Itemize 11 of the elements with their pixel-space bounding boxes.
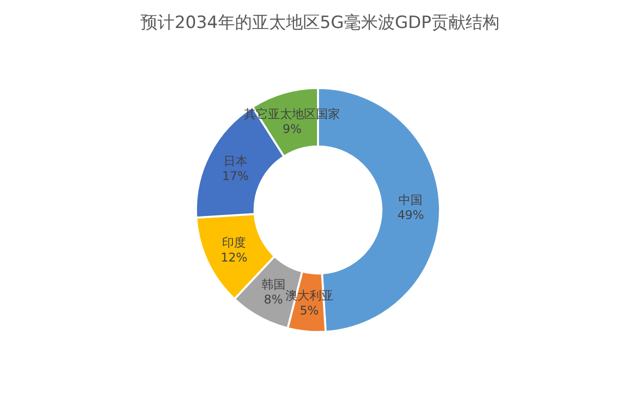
slice-label: 印度 <box>222 235 246 250</box>
data-label: 17% <box>222 168 249 183</box>
data-label: 49% <box>397 208 424 222</box>
data-label: 9% <box>282 122 302 136</box>
slice-label: 韩国 <box>261 277 286 292</box>
slice-label: 中国 <box>398 193 423 208</box>
chart-title: 预计2034年的亚太地区5G毫米波GDP贡献结构 <box>140 13 500 33</box>
data-label: 5% <box>300 303 319 318</box>
data-label: 12% <box>220 250 248 264</box>
slice-label: 日本 <box>223 154 248 168</box>
data-label: 8% <box>264 292 283 306</box>
